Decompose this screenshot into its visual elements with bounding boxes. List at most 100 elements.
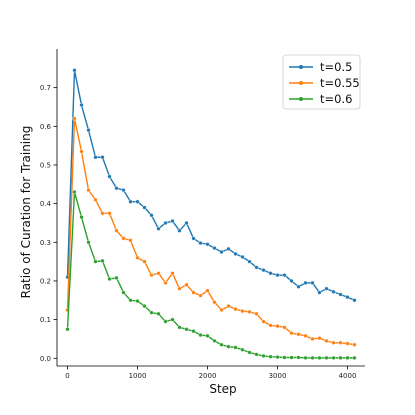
legend-marker (299, 65, 303, 69)
series-line (66, 117, 355, 346)
data-point (191, 329, 196, 334)
data-point (338, 355, 343, 360)
data-point (86, 188, 91, 193)
data-point (93, 155, 98, 160)
data-point (268, 354, 273, 359)
data-point (310, 336, 315, 342)
data-point (163, 280, 168, 285)
x-axis-title: Step (209, 382, 236, 396)
data-point (275, 355, 280, 360)
data-point (205, 242, 210, 247)
data-point (345, 355, 350, 360)
data-point (289, 278, 294, 284)
data-point (240, 254, 245, 260)
data-point (219, 342, 224, 347)
data-point (79, 149, 84, 154)
x-tick-label: 2000 (199, 372, 217, 380)
data-point (100, 155, 105, 160)
data-point (296, 355, 301, 360)
y-tick-label: 0.7 (40, 84, 51, 92)
data-point (149, 310, 154, 315)
series-1 (65, 68, 357, 303)
data-point (156, 311, 161, 316)
data-point (65, 327, 70, 332)
data-point (247, 350, 252, 355)
data-point (212, 338, 217, 343)
data-point (303, 280, 308, 285)
y-tick-label: 0.4 (40, 200, 52, 208)
x-ticks: 0 1000 2000 3000 4000 (65, 366, 356, 380)
legend-marker (299, 81, 303, 85)
data-point (282, 273, 287, 278)
data-point (135, 298, 140, 304)
data-point (121, 236, 126, 241)
data-point (121, 188, 126, 193)
data-point (72, 68, 77, 73)
series-3 (65, 189, 357, 360)
data-point (170, 317, 175, 322)
data-point (198, 240, 203, 246)
data-point (240, 347, 245, 352)
legend-marker (299, 97, 303, 101)
data-point (191, 236, 196, 241)
series-layer (65, 68, 357, 360)
data-point (289, 331, 294, 336)
data-point (338, 292, 343, 297)
data-point (177, 286, 182, 291)
data-point (282, 325, 287, 330)
data-point (226, 344, 231, 349)
data-point (100, 211, 105, 216)
legend-item: t=0.5 (289, 60, 352, 74)
data-point (72, 116, 77, 121)
data-point (233, 307, 238, 312)
series-2 (65, 116, 357, 347)
data-point (310, 280, 315, 285)
data-point (205, 288, 210, 293)
data-point (149, 213, 154, 218)
data-point (184, 282, 189, 287)
data-point (212, 300, 217, 305)
legend: t=0.5 t=0.55 t=0.6 (282, 54, 361, 110)
data-point (324, 338, 329, 343)
x-tick-label: 1000 (129, 372, 147, 380)
legend-label: t=0.5 (320, 60, 352, 74)
data-point (184, 327, 189, 332)
data-point (317, 290, 322, 295)
data-point (261, 353, 266, 359)
data-point (142, 303, 147, 309)
data-point (128, 199, 133, 204)
data-point (135, 199, 140, 204)
data-point (254, 265, 259, 270)
data-point (324, 355, 329, 360)
data-point (331, 289, 336, 294)
data-point (128, 298, 133, 303)
data-point (254, 311, 259, 316)
data-point (198, 293, 203, 298)
data-point (331, 355, 336, 360)
data-point (282, 355, 287, 360)
y-tick-label: 0.1 (40, 316, 51, 324)
data-point (226, 303, 231, 309)
data-point (107, 211, 112, 216)
data-point (303, 355, 308, 360)
data-point (177, 325, 182, 330)
data-point (205, 333, 210, 338)
data-point (100, 258, 105, 263)
y-tick-label: 0.0 (40, 355, 51, 363)
data-point (310, 355, 315, 360)
data-point (142, 205, 147, 210)
data-point (156, 271, 161, 276)
y-axis-title: Ratio of Curation for Training (19, 126, 33, 299)
data-point (247, 259, 252, 264)
data-point (352, 342, 357, 347)
data-point (135, 255, 140, 260)
data-point (296, 332, 301, 337)
data-point (79, 102, 84, 108)
x-tick-label: 3000 (269, 372, 287, 380)
data-point (352, 298, 357, 303)
data-point (191, 290, 196, 295)
x-tick-label: 0 (65, 372, 69, 380)
data-point (156, 226, 161, 231)
data-point (163, 220, 168, 226)
data-point (233, 345, 238, 350)
